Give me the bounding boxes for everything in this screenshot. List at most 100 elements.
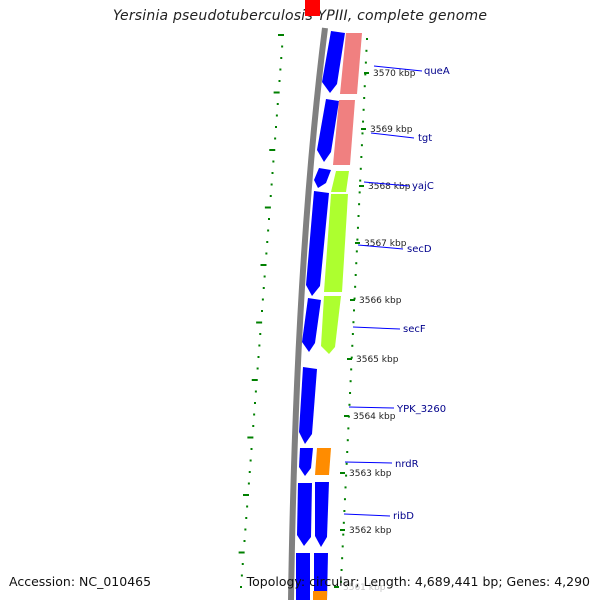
scale-dot — [240, 586, 242, 588]
scale-dot — [340, 580, 342, 583]
scale-dot — [350, 356, 353, 359]
queA-feature — [340, 33, 362, 94]
gene-leader-line — [348, 406, 395, 409]
kbp-tick-label: 3566 kbp — [359, 296, 402, 306]
gene-leader-line — [370, 132, 415, 139]
scale-dot — [366, 38, 368, 40]
scale-dot — [355, 262, 358, 265]
scale-dot — [269, 149, 276, 151]
scale-dot — [247, 482, 250, 485]
scale-dot — [258, 344, 261, 347]
scale-dot — [243, 540, 246, 542]
scale-dot — [253, 413, 256, 416]
scale-dot — [344, 486, 347, 489]
scale-dot — [273, 91, 280, 94]
scale-dot — [364, 61, 367, 64]
gene-label-queA: queA — [424, 66, 450, 77]
scale-dot — [353, 309, 355, 312]
kbp-tick-label: 3565 kbp — [356, 355, 399, 365]
scale-dot — [342, 521, 345, 524]
gene-leader-line — [373, 65, 423, 72]
scale-dot — [357, 215, 360, 217]
kbp-tick-label: 3564 kbp — [353, 412, 396, 422]
scale-dot — [347, 415, 350, 418]
top-red-feature — [305, 0, 320, 16]
scale-dot — [275, 126, 277, 128]
map-title: Yersinia pseudotuberculosis YPIII, compl… — [112, 8, 488, 24]
scale-dot — [251, 379, 258, 381]
scale-dot — [362, 108, 365, 111]
cds-arrow-1 — [322, 31, 345, 93]
gene-label-secF: secF — [403, 324, 426, 335]
scale-dot — [243, 494, 249, 496]
scale-dots — [238, 34, 368, 588]
gene-label-nrdR: nrdR — [395, 459, 419, 470]
scale-dot — [257, 356, 260, 358]
scale-dot — [360, 156, 363, 158]
cds-arrow-3 — [314, 168, 331, 188]
kbp-tick-label: 3563 kbp — [349, 469, 392, 479]
bottom-orange-feature — [313, 591, 327, 600]
accession-text: Accession: NC_010465 — [9, 574, 152, 589]
scale-dot — [244, 528, 247, 531]
scale-dot — [274, 137, 277, 140]
scale-dot — [254, 390, 257, 393]
scale-dot — [269, 195, 272, 197]
scale-dot — [265, 252, 268, 255]
scale-dot — [278, 80, 281, 82]
scale-dot — [256, 367, 259, 370]
scale-dot — [241, 563, 244, 565]
scale-dot — [252, 425, 255, 427]
scale-dot — [349, 380, 352, 383]
kbp-tick-label: 3561 kbp — [343, 583, 386, 593]
gene-leader-line — [363, 181, 410, 187]
scale-dot — [271, 172, 274, 174]
scale-dot — [354, 274, 357, 276]
scale-dot — [360, 144, 363, 147]
scale-dot — [263, 275, 266, 278]
scale-dot — [281, 45, 284, 48]
feature-ring — [313, 33, 362, 600]
scale-dot — [262, 287, 265, 289]
cds-arrow-7 — [299, 448, 313, 476]
scale-dot — [261, 310, 263, 312]
scale-dot — [249, 459, 252, 462]
gene-leader-line — [357, 244, 404, 250]
scale-dot — [346, 439, 349, 442]
scale-dot — [361, 132, 364, 135]
scale-dot — [270, 183, 273, 186]
gene-label-yajC: yajC — [412, 181, 434, 192]
cds-arrow-9 — [315, 482, 329, 547]
scale-dot — [351, 344, 354, 347]
cds-arrow-11 — [314, 553, 328, 600]
cds-ring — [296, 31, 345, 600]
scale-dot — [268, 218, 270, 220]
kbp-tick-label: 3570 kbp — [373, 69, 416, 79]
kbp-tick-label: 3569 kbp — [370, 125, 413, 135]
gene-label-tgt: tgt — [418, 133, 432, 144]
scale-dot — [354, 285, 357, 288]
scale-dot — [343, 510, 346, 512]
scale-dot — [261, 298, 264, 301]
gene-label-secD: secD — [407, 244, 432, 255]
scale-dot — [362, 120, 365, 123]
scale-dot — [340, 569, 343, 571]
gene-leader-line — [344, 461, 393, 464]
scale-dot — [358, 191, 361, 194]
scale-dot — [341, 545, 344, 548]
scale-dot — [353, 297, 356, 300]
scale-dot — [245, 517, 248, 519]
scale-dot — [254, 402, 256, 404]
scale-dot — [347, 427, 350, 430]
nrdR-feature — [315, 448, 331, 475]
scale-dot — [266, 241, 269, 243]
cds-arrow-8 — [297, 483, 312, 546]
scale-dot — [238, 551, 245, 554]
scale-dot — [260, 264, 267, 266]
scale-dot — [240, 574, 243, 577]
secD-feature — [324, 194, 348, 292]
scale-dot — [349, 392, 352, 394]
scale-dot — [264, 206, 271, 209]
scale-dot — [280, 57, 283, 59]
